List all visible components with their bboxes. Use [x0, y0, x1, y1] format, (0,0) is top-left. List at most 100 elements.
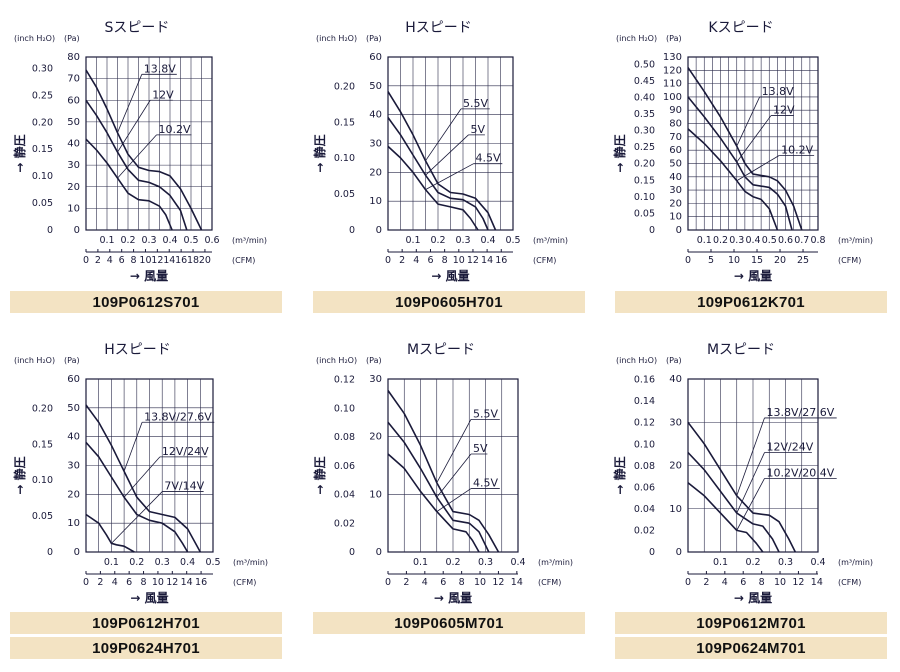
pa-tick-label: 10: [369, 489, 382, 500]
inch-tick-label: 0.05: [32, 198, 53, 209]
cfm-tick-label: 4: [422, 577, 428, 588]
cfm-tick-label: 6: [440, 577, 446, 588]
pa-tick-label: 10: [669, 504, 682, 515]
cfm-tick-label: 8: [459, 577, 465, 588]
cfm-tick-label: 15: [751, 255, 763, 266]
cfm-tick-label: 12: [151, 255, 163, 266]
pa-tick-label: 30: [67, 160, 80, 171]
cfm-tick-label: 10: [453, 255, 465, 266]
m3-tick-label: 0.4: [810, 557, 825, 568]
pa-tick-label: 20: [669, 198, 682, 209]
pa-tick-label: 0: [676, 547, 682, 558]
series-leader: [736, 155, 780, 182]
model-label-banner: 109P0612H701: [10, 612, 282, 634]
pa-tick-label: 120: [663, 65, 682, 76]
inch-tick-label: 0.02: [334, 518, 355, 529]
pa-unit-label: (Pa): [666, 356, 682, 365]
m3-tick-label: 0.2: [713, 235, 728, 246]
cfm-tick-label: 8: [131, 255, 137, 266]
m3-tick-label: 0.6: [204, 235, 219, 246]
series-leader: [117, 100, 151, 153]
series-line: [687, 451, 780, 553]
inch-unit-label: (inch H₂O): [14, 34, 55, 43]
pa-tick-label: 40: [669, 172, 682, 183]
pa-tick-label: 40: [369, 110, 382, 121]
m3-tick-label: 0.4: [510, 557, 525, 568]
cfm-tick-label: 10: [152, 577, 164, 588]
inch-tick-label: 0.08: [334, 432, 355, 443]
cfm-tick-label: 0: [385, 577, 391, 588]
pa-unit-label: (Pa): [64, 356, 80, 365]
x-axis-title: → 風量: [434, 591, 472, 605]
inch-tick-label: 0.04: [634, 504, 655, 515]
m3-tick-label: 0.4: [180, 557, 195, 568]
m3-tick-label: 0.5: [505, 235, 520, 246]
pa-tick-label: 30: [669, 417, 682, 428]
series-label: 10.2V/20.4V: [767, 466, 835, 479]
inch-tick-label: 0.05: [634, 208, 655, 219]
m3-tick-label: 0.4: [480, 235, 495, 246]
x-axis-title: → 風量: [130, 269, 168, 283]
series-line: [687, 67, 803, 231]
series-label: 12V/24V: [767, 441, 814, 454]
m3-tick-label: 0.2: [120, 235, 135, 246]
inch-tick-label: 0.04: [334, 490, 355, 501]
m3-tick-label: 0.7: [794, 235, 809, 246]
cfm-tick-label: 8: [442, 255, 448, 266]
model-label-banner: 109P0624M701: [615, 637, 887, 659]
chart-title: Sスピード: [105, 20, 170, 36]
inch-tick-label: 0.06: [334, 461, 355, 472]
inch-tick-label: 0.30: [634, 126, 655, 137]
pa-tick-label: 10: [669, 212, 682, 223]
fan-chart-1: 010203040506070800.050.100.150.200.250.3…: [12, 20, 267, 283]
inch-tick-label: 0.20: [634, 159, 655, 170]
pa-tick-label: 50: [669, 158, 682, 169]
inch-tick-label: 0: [47, 547, 53, 558]
series-leader: [736, 478, 765, 531]
inch-tick-label: 0.05: [32, 511, 53, 522]
fan-chart-6: 0102030400.020.040.060.080.100.120.140.1…: [612, 342, 873, 605]
y-axis-title: → 静圧: [12, 134, 27, 172]
m3-unit-label: (m³/min): [533, 236, 568, 245]
pa-tick-label: 60: [67, 374, 80, 385]
chart-title: Hスピード: [405, 20, 472, 36]
series-label: 4.5V: [473, 477, 498, 490]
cfm-tick-label: 12: [467, 255, 479, 266]
cfm-unit-label: (CFM): [838, 256, 861, 265]
fan-chart-3: 01020304050607080901001101201300.050.100…: [612, 20, 873, 283]
inch-tick-label: 0.20: [32, 117, 53, 128]
m3-tick-label: 0.4: [745, 235, 760, 246]
cfm-tick-label: 0: [385, 255, 391, 266]
pa-tick-label: 30: [67, 461, 80, 472]
series-line: [85, 69, 203, 231]
cfm-tick-label: 10: [139, 255, 151, 266]
cfm-tick-label: 4: [413, 255, 419, 266]
series-line: [387, 390, 500, 553]
inch-tick-label: 0.10: [334, 153, 355, 164]
cfm-tick-label: 0: [83, 255, 89, 266]
inch-tick-label: 0: [649, 225, 655, 236]
pa-unit-label: (Pa): [366, 34, 382, 43]
series-leader: [117, 74, 143, 133]
m3-tick-label: 0.1: [405, 235, 420, 246]
series-line: [387, 453, 480, 553]
pa-tick-label: 80: [669, 119, 682, 130]
series-line: [85, 404, 202, 553]
inch-unit-label: (inch H₂O): [616, 34, 657, 43]
inch-tick-label: 0.15: [32, 439, 53, 450]
inch-tick-label: 0.12: [634, 418, 655, 429]
pa-tick-label: 20: [67, 182, 80, 193]
series-leader: [111, 491, 163, 544]
m3-tick-label: 0.6: [778, 235, 793, 246]
series-label: 12V/24V: [162, 445, 209, 458]
series-label: 7V/14V: [164, 479, 204, 492]
inch-tick-label: 0.25: [32, 90, 53, 101]
pa-unit-label: (Pa): [64, 34, 80, 43]
pa-tick-label: 60: [669, 145, 682, 156]
cfm-tick-label: 0: [685, 577, 691, 588]
cfm-tick-label: 2: [97, 577, 103, 588]
pa-tick-label: 0: [376, 225, 382, 236]
series-line: [85, 513, 135, 553]
